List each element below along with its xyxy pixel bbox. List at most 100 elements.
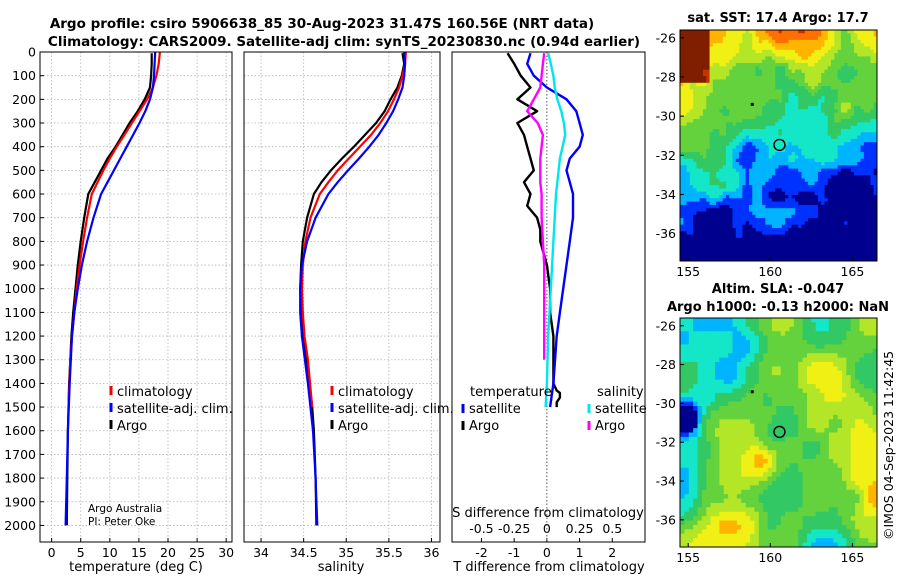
map-cell	[814, 247, 819, 252]
map-cell	[791, 53, 796, 57]
map-cell	[768, 228, 773, 232]
map-cell	[680, 257, 684, 262]
map-cell	[697, 348, 703, 354]
map-cell	[870, 46, 875, 51]
map-cell	[699, 132, 704, 137]
map-cell	[850, 135, 855, 140]
map-cell	[719, 322, 725, 328]
map-cell	[719, 112, 724, 117]
map-cell	[752, 132, 757, 137]
map-cell	[840, 168, 845, 173]
map-cell	[693, 326, 699, 332]
map-cell	[728, 366, 734, 372]
map-cell	[788, 59, 793, 64]
map-cell	[739, 112, 743, 117]
map-cell	[693, 335, 699, 341]
map-cell	[837, 188, 842, 193]
map-cell	[765, 86, 770, 90]
map-cell	[702, 165, 707, 170]
map-cell	[791, 33, 796, 38]
map-cell	[729, 30, 734, 34]
map-cell	[719, 353, 725, 359]
map-cell	[765, 135, 770, 140]
map-frame	[679, 29, 878, 262]
map-cell	[702, 96, 707, 100]
map-cell	[696, 244, 701, 249]
map-cell	[798, 224, 802, 229]
map-cell	[735, 115, 740, 120]
map-cell	[863, 241, 868, 245]
map-cell	[693, 344, 699, 350]
map-cell	[712, 36, 717, 41]
map-cell	[798, 181, 802, 186]
map-cell	[873, 211, 878, 216]
map-cell	[840, 198, 845, 203]
map-cell	[689, 109, 694, 113]
map-cell	[728, 353, 734, 359]
map-cell	[729, 125, 734, 130]
map-cell	[771, 109, 776, 113]
map-cell	[699, 152, 704, 156]
map-cell	[798, 214, 802, 219]
map-cell	[801, 254, 806, 259]
map-cell	[680, 145, 684, 150]
map-cell	[771, 99, 776, 104]
map-cell	[873, 79, 878, 84]
map-cell	[735, 181, 740, 186]
map-cell	[775, 181, 779, 186]
map-cell	[801, 66, 806, 71]
map-cell	[765, 237, 770, 242]
map-cell	[785, 36, 789, 41]
map-cell	[827, 247, 832, 252]
map-cell	[840, 211, 845, 216]
map-cell	[716, 66, 720, 71]
map-cell	[824, 33, 829, 38]
map-cell	[850, 224, 855, 229]
map-cell	[745, 204, 750, 209]
map-cell	[840, 56, 845, 61]
map-cell	[837, 142, 842, 146]
map-cell	[741, 344, 747, 350]
map-cell	[847, 33, 852, 38]
map-cell	[693, 181, 697, 186]
map-cell	[804, 257, 809, 262]
map-cell	[854, 251, 858, 255]
map-cell	[798, 251, 802, 255]
map-cell	[781, 211, 786, 216]
map-cell	[785, 362, 790, 367]
map-cell	[804, 214, 809, 219]
map-cell	[827, 129, 832, 133]
map-cell	[767, 318, 773, 323]
map-cell	[824, 92, 829, 97]
map-cell	[840, 234, 845, 239]
map-cell	[857, 221, 862, 226]
map-cell	[846, 357, 852, 363]
map-cell	[828, 318, 834, 323]
map-cell	[758, 175, 763, 179]
map-cell	[801, 53, 806, 57]
map-cell	[847, 129, 852, 133]
map-cell	[693, 318, 699, 323]
map-cell	[863, 76, 868, 80]
map-cell	[706, 214, 711, 219]
map-cell	[762, 171, 766, 176]
map-cell	[771, 237, 776, 242]
map-cell	[686, 82, 691, 87]
map-cell	[736, 344, 742, 350]
map-cell	[739, 135, 743, 140]
map-cell	[873, 36, 878, 41]
map-cell	[854, 109, 858, 113]
map-cell	[870, 185, 875, 189]
map-cell	[752, 76, 757, 80]
map-cell	[801, 257, 806, 262]
map-cell	[706, 109, 711, 113]
map-cell	[748, 96, 753, 100]
map-cell	[870, 165, 875, 170]
map-cell	[860, 204, 865, 209]
map-cell	[729, 234, 734, 239]
map-cell	[735, 109, 740, 113]
map-cell	[850, 366, 856, 372]
map-cell	[778, 36, 783, 41]
map-cell	[863, 234, 868, 239]
map-cell	[837, 211, 842, 216]
